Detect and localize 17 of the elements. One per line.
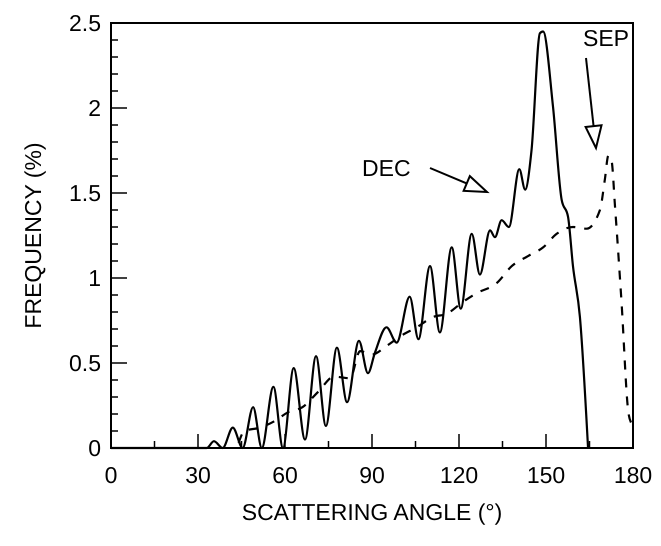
x-tick-label: 150	[526, 462, 566, 488]
y-tick-label: 0.5	[69, 350, 101, 376]
y-axis-title: FREQUENCY (%)	[20, 142, 46, 329]
y-tick-label: 0	[88, 435, 101, 462]
x-tick-label: 60	[272, 462, 298, 488]
annotation: DEC	[362, 155, 411, 181]
annotation: SEP	[583, 25, 630, 51]
x-tick-label: 90	[359, 462, 385, 488]
x-tick-label: 30	[185, 462, 211, 488]
y-tick-label: 2	[88, 95, 101, 122]
x-tick-label: 120	[440, 462, 478, 488]
y-tick-label: 2.5	[69, 10, 101, 36]
x-tick-label: 0	[104, 462, 118, 488]
y-tick-label: 1.5	[69, 180, 101, 206]
x-tick-label: 180	[614, 462, 652, 488]
y-tick-label: 1	[88, 265, 101, 292]
x-axis-title: SCATTERING ANGLE (°)	[242, 499, 502, 525]
